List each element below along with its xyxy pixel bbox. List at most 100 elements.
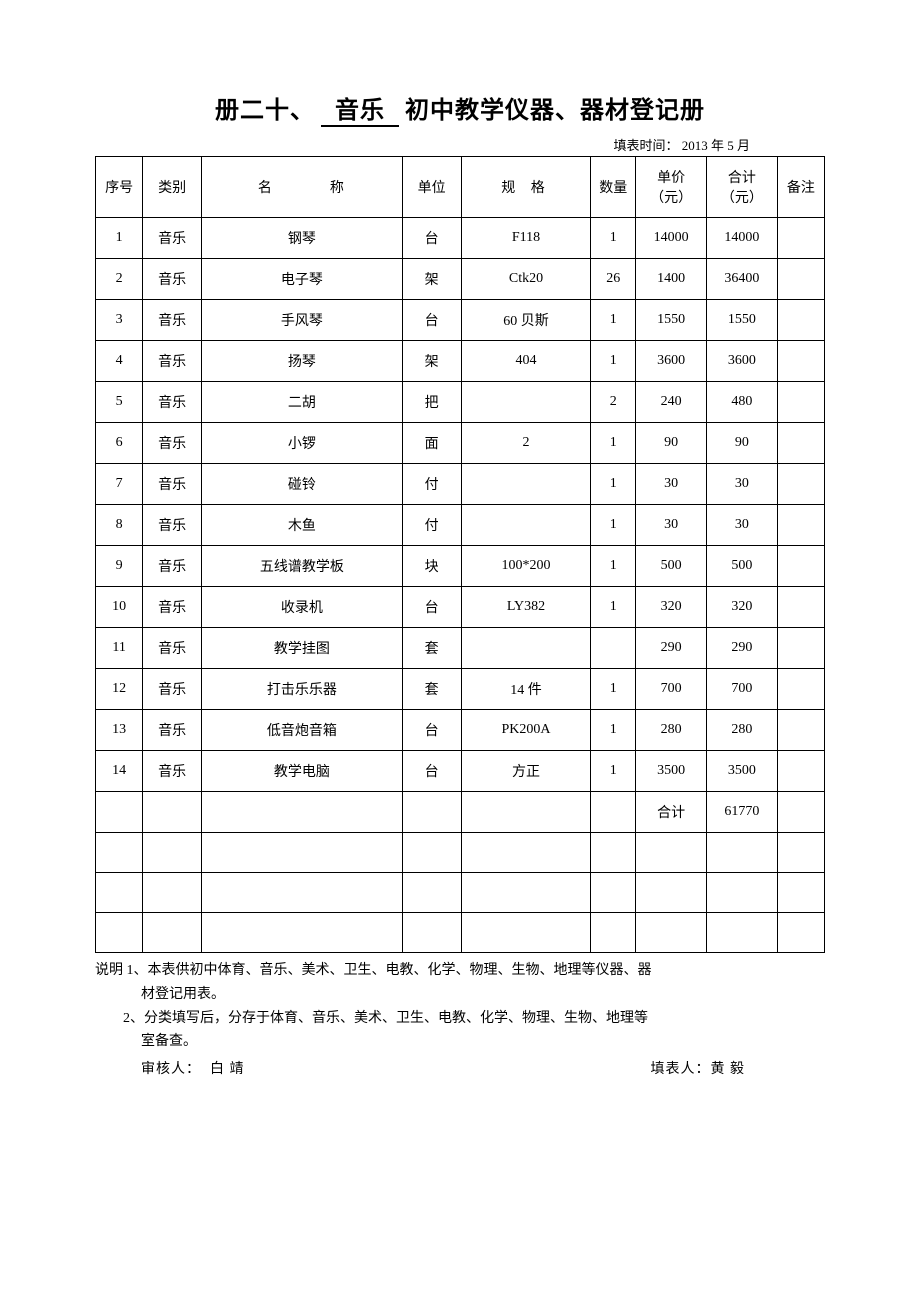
cell-total: 1550 bbox=[706, 300, 777, 341]
summary-empty bbox=[143, 792, 202, 833]
table-row: 3音乐手风琴台60 贝斯115501550 bbox=[96, 300, 825, 341]
header-seq: 序号 bbox=[96, 157, 143, 218]
cell-name: 电子琴 bbox=[202, 259, 403, 300]
cell-name: 碰铃 bbox=[202, 464, 403, 505]
cell-seq: 1 bbox=[96, 218, 143, 259]
cell-cat: 音乐 bbox=[143, 423, 202, 464]
notes-section: 说明 1、本表供初中体育、音乐、美术、卫生、电教、化学、物理、生物、地理等仪器、… bbox=[95, 959, 825, 1054]
cell-qty: 1 bbox=[591, 218, 636, 259]
header-total: 合计（元） bbox=[706, 157, 777, 218]
cell-total: 500 bbox=[706, 546, 777, 587]
table-row: 10音乐收录机台LY3821320320 bbox=[96, 587, 825, 628]
empty-cell bbox=[591, 873, 636, 913]
note-line-1b: 材登记用表。 bbox=[95, 983, 825, 1007]
title-prefix: 册二十、 bbox=[215, 98, 315, 124]
cell-spec: 方正 bbox=[461, 751, 591, 792]
summary-empty bbox=[202, 792, 403, 833]
cell-total: 3600 bbox=[706, 341, 777, 382]
cell-spec bbox=[461, 628, 591, 669]
table-row: 11音乐教学挂图套290290 bbox=[96, 628, 825, 669]
cell-seq: 12 bbox=[96, 669, 143, 710]
cell-qty: 1 bbox=[591, 300, 636, 341]
empty-cell bbox=[461, 833, 591, 873]
cell-spec: 60 贝斯 bbox=[461, 300, 591, 341]
cell-name: 二胡 bbox=[202, 382, 403, 423]
equipment-table: 序号 类别 名 称 单位 规 格 数量 单价（元） 合计（元） 备注 1音乐钢琴… bbox=[95, 156, 825, 953]
cell-name: 钢琴 bbox=[202, 218, 403, 259]
note-line-2b: 室备查。 bbox=[95, 1030, 825, 1054]
header-note: 备注 bbox=[777, 157, 824, 218]
empty-cell bbox=[402, 833, 461, 873]
cell-cat: 音乐 bbox=[143, 669, 202, 710]
cell-note bbox=[777, 546, 824, 587]
cell-unit: 台 bbox=[402, 300, 461, 341]
empty-row bbox=[96, 913, 825, 953]
cell-note bbox=[777, 423, 824, 464]
date-value: 2013 年 5 月 bbox=[682, 138, 750, 153]
cell-note bbox=[777, 710, 824, 751]
cell-price: 30 bbox=[636, 464, 707, 505]
cell-seq: 7 bbox=[96, 464, 143, 505]
cell-price: 320 bbox=[636, 587, 707, 628]
filler: 填表人：黄 毅 bbox=[651, 1058, 746, 1078]
cell-price: 240 bbox=[636, 382, 707, 423]
table-row: 14音乐教学电脑台方正135003500 bbox=[96, 751, 825, 792]
table-header-row: 序号 类别 名 称 单位 规 格 数量 单价（元） 合计（元） 备注 bbox=[96, 157, 825, 218]
cell-spec: PK200A bbox=[461, 710, 591, 751]
table-row: 13音乐低音炮音箱台PK200A1280280 bbox=[96, 710, 825, 751]
header-spec: 规 格 bbox=[461, 157, 591, 218]
cell-name: 小锣 bbox=[202, 423, 403, 464]
cell-seq: 11 bbox=[96, 628, 143, 669]
cell-unit: 架 bbox=[402, 259, 461, 300]
empty-cell bbox=[777, 873, 824, 913]
cell-unit: 把 bbox=[402, 382, 461, 423]
cell-qty bbox=[591, 628, 636, 669]
document-title: 册二十、音乐初中教学仪器、器材登记册 bbox=[95, 90, 825, 127]
cell-unit: 套 bbox=[402, 669, 461, 710]
cell-note bbox=[777, 259, 824, 300]
cell-qty: 1 bbox=[591, 423, 636, 464]
cell-cat: 音乐 bbox=[143, 259, 202, 300]
cell-total: 90 bbox=[706, 423, 777, 464]
cell-qty: 1 bbox=[591, 505, 636, 546]
table-row: 7音乐碰铃付13030 bbox=[96, 464, 825, 505]
summary-empty bbox=[591, 792, 636, 833]
cell-spec bbox=[461, 464, 591, 505]
header-price: 单价（元） bbox=[636, 157, 707, 218]
cell-seq: 3 bbox=[96, 300, 143, 341]
empty-cell bbox=[461, 913, 591, 953]
cell-cat: 音乐 bbox=[143, 751, 202, 792]
cell-total: 3500 bbox=[706, 751, 777, 792]
cell-name: 低音炮音箱 bbox=[202, 710, 403, 751]
empty-row bbox=[96, 833, 825, 873]
table-row: 5音乐二胡把2240480 bbox=[96, 382, 825, 423]
cell-unit: 台 bbox=[402, 751, 461, 792]
fill-date-row: 填表时间： 2013 年 5 月 bbox=[95, 135, 825, 154]
cell-price: 3600 bbox=[636, 341, 707, 382]
cell-note bbox=[777, 300, 824, 341]
cell-price: 280 bbox=[636, 710, 707, 751]
cell-name: 五线谱教学板 bbox=[202, 546, 403, 587]
empty-cell bbox=[591, 913, 636, 953]
cell-spec: 404 bbox=[461, 341, 591, 382]
cell-spec: F118 bbox=[461, 218, 591, 259]
summary-empty bbox=[461, 792, 591, 833]
cell-price: 90 bbox=[636, 423, 707, 464]
cell-note bbox=[777, 382, 824, 423]
table-row: 9音乐五线谱教学板块100*2001500500 bbox=[96, 546, 825, 587]
signature-row: 审核人： 白 靖 填表人：黄 毅 bbox=[95, 1058, 825, 1078]
cell-unit: 付 bbox=[402, 505, 461, 546]
cell-cat: 音乐 bbox=[143, 628, 202, 669]
cell-name: 手风琴 bbox=[202, 300, 403, 341]
cell-cat: 音乐 bbox=[143, 505, 202, 546]
table-row: 2音乐电子琴架Ctk2026140036400 bbox=[96, 259, 825, 300]
cell-price: 700 bbox=[636, 669, 707, 710]
cell-spec: 14 件 bbox=[461, 669, 591, 710]
cell-seq: 13 bbox=[96, 710, 143, 751]
cell-cat: 音乐 bbox=[143, 341, 202, 382]
empty-cell bbox=[706, 913, 777, 953]
cell-qty: 26 bbox=[591, 259, 636, 300]
cell-spec bbox=[461, 505, 591, 546]
cell-name: 教学电脑 bbox=[202, 751, 403, 792]
cell-note bbox=[777, 341, 824, 382]
